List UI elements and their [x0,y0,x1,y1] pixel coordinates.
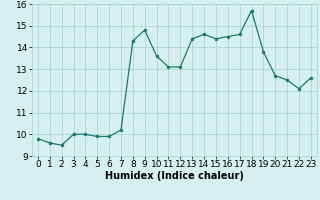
X-axis label: Humidex (Indice chaleur): Humidex (Indice chaleur) [105,171,244,181]
